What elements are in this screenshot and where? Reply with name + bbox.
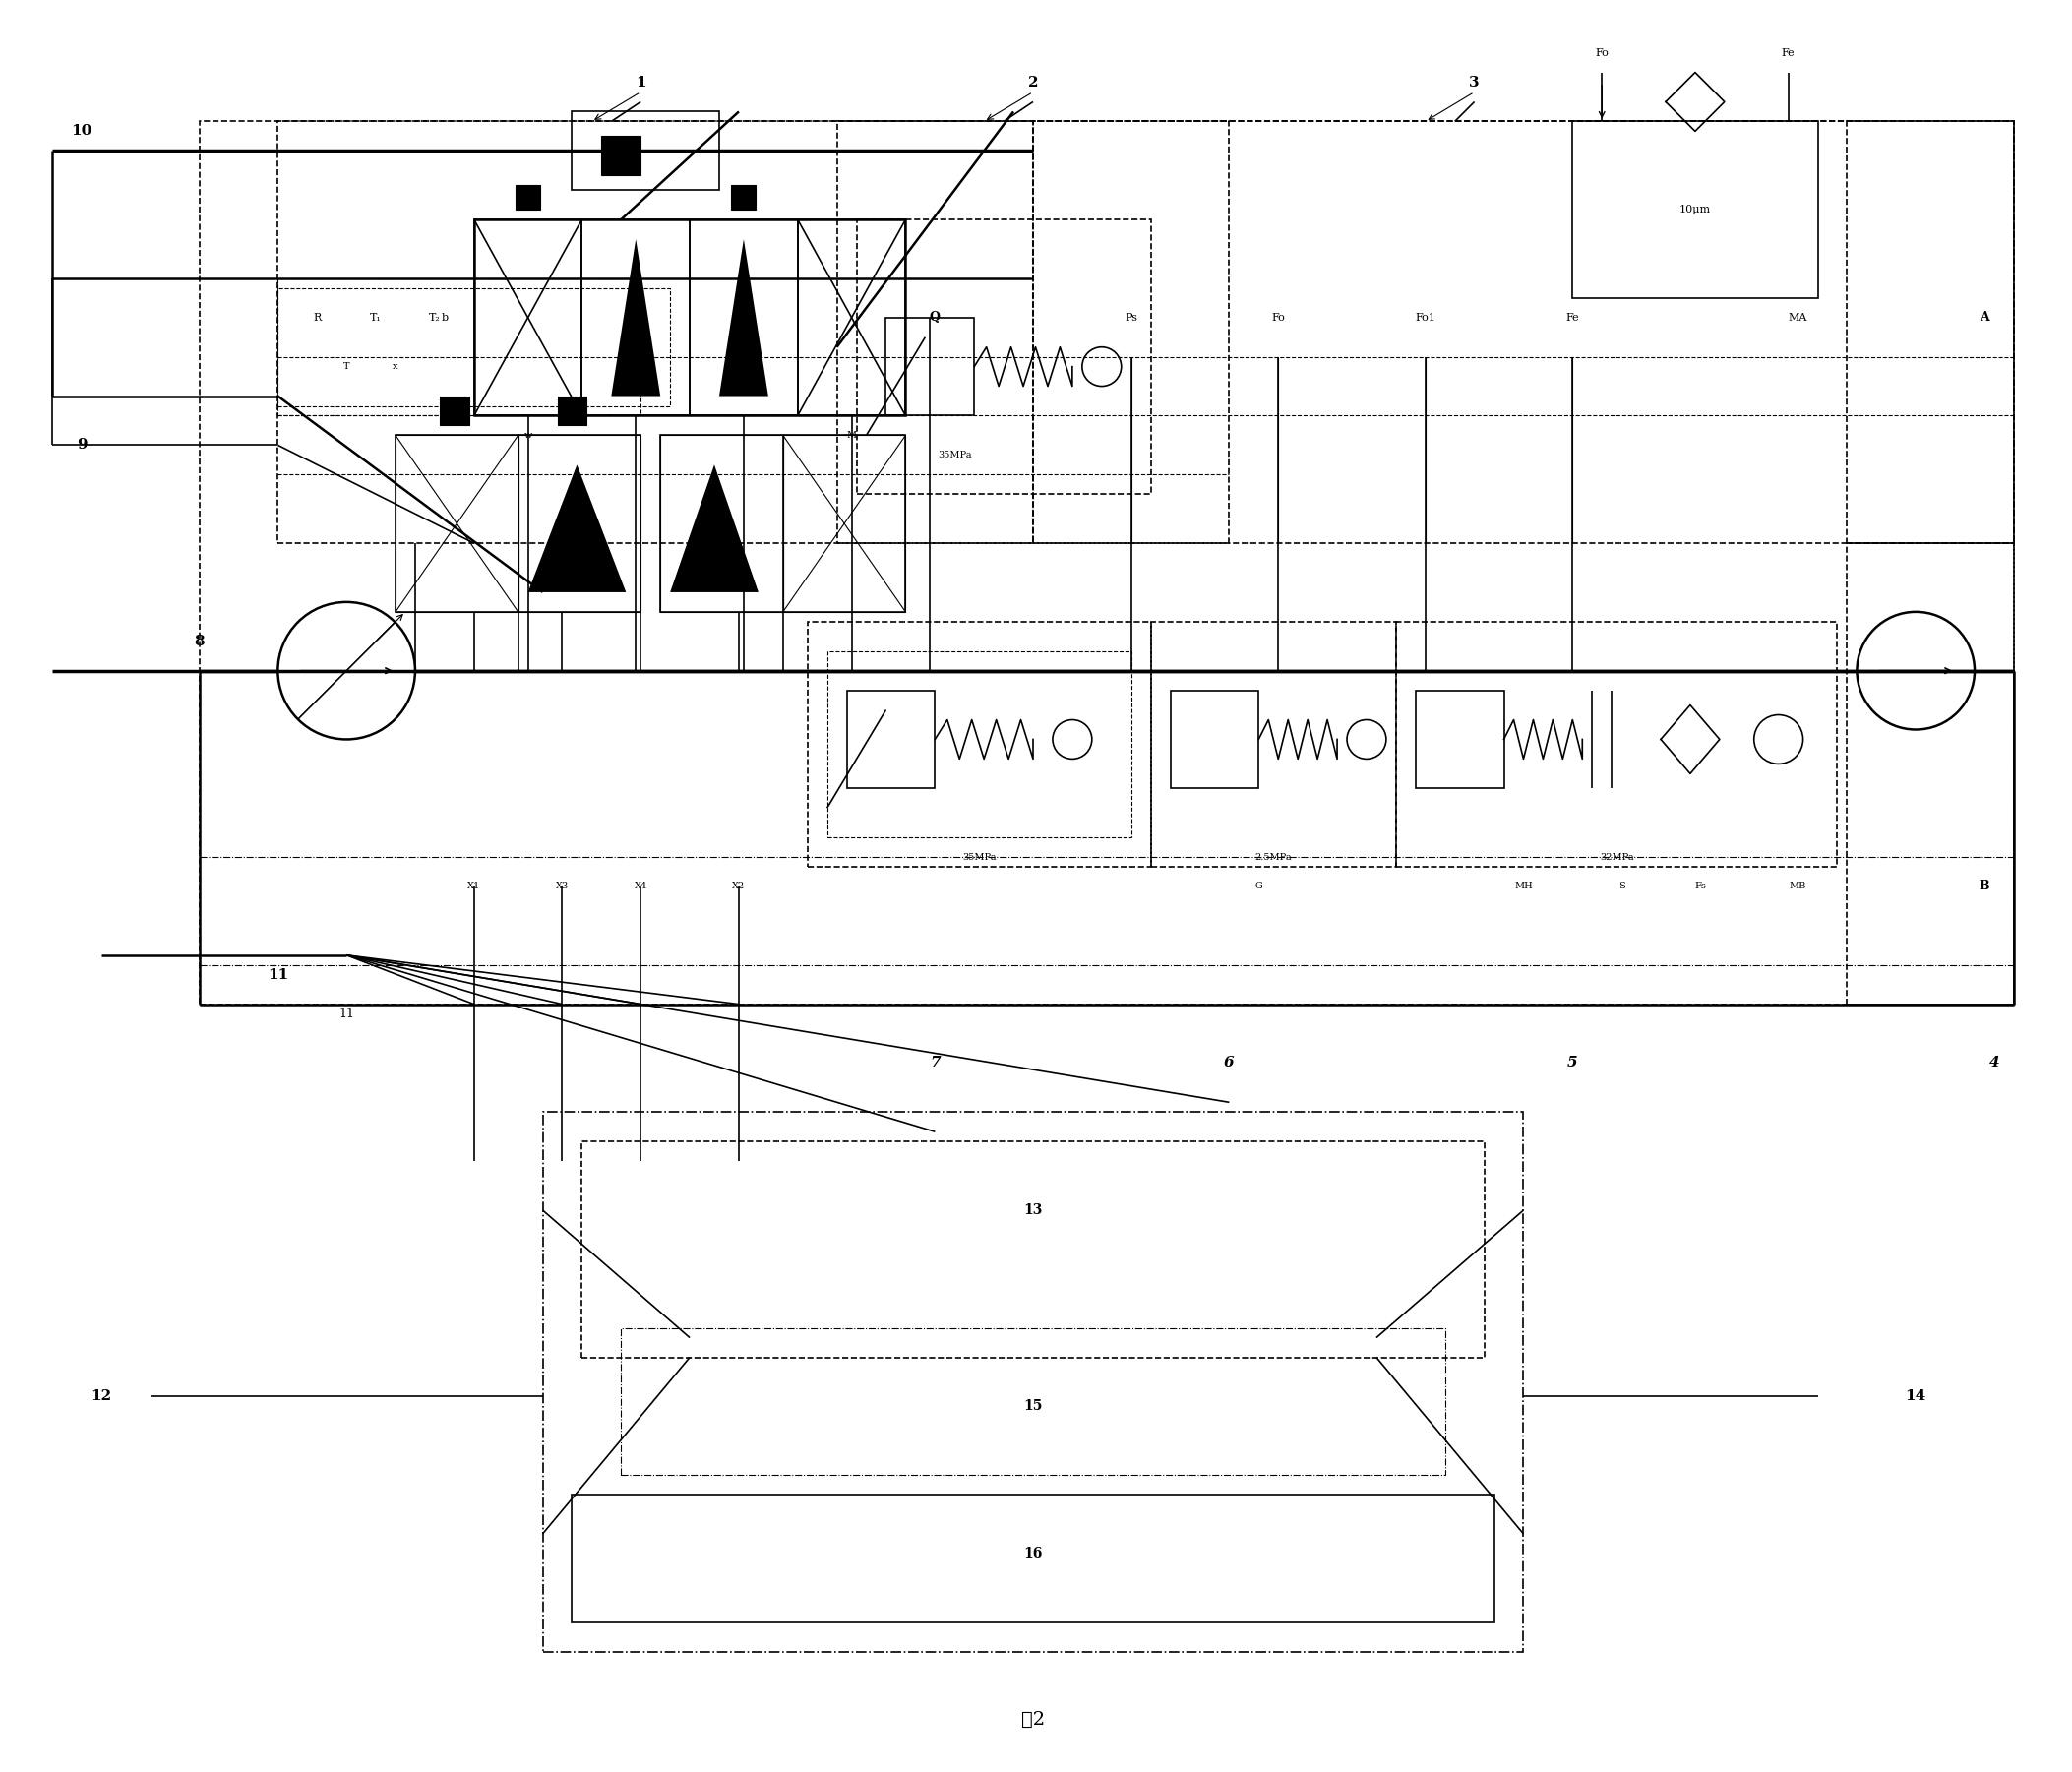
Polygon shape xyxy=(528,464,626,592)
Text: Fo: Fo xyxy=(1272,312,1285,323)
Bar xyxy=(690,220,798,416)
Text: 12: 12 xyxy=(91,1389,112,1403)
Bar xyxy=(278,278,640,416)
Text: Fe: Fe xyxy=(1566,312,1579,323)
Text: Fs: Fs xyxy=(1695,882,1705,891)
Polygon shape xyxy=(611,239,661,397)
Text: w: w xyxy=(524,431,533,439)
Text: T: T xyxy=(344,361,350,370)
Text: X3: X3 xyxy=(555,882,570,891)
Text: M: M xyxy=(847,431,856,439)
Bar xyxy=(439,397,468,425)
Text: 3: 3 xyxy=(1469,74,1479,89)
Text: 5: 5 xyxy=(1566,1056,1577,1070)
Bar xyxy=(582,1141,1484,1357)
Text: R: R xyxy=(313,312,321,323)
Text: T₂: T₂ xyxy=(429,312,441,323)
Text: G: G xyxy=(1256,882,1262,891)
Text: B: B xyxy=(1979,881,1989,893)
Text: 10μm: 10μm xyxy=(1678,206,1711,214)
Bar xyxy=(396,436,518,611)
Text: 8: 8 xyxy=(195,634,205,649)
Bar xyxy=(601,136,640,175)
Bar xyxy=(856,220,1150,494)
Bar xyxy=(837,122,1229,544)
Bar xyxy=(731,184,756,209)
Text: 4: 4 xyxy=(1989,1056,1999,1070)
Text: 9: 9 xyxy=(77,438,87,452)
Text: 11: 11 xyxy=(267,968,288,982)
Bar xyxy=(808,622,1150,867)
Bar xyxy=(661,436,783,611)
Bar xyxy=(572,1494,1494,1621)
Bar xyxy=(1415,691,1504,789)
Bar xyxy=(199,122,2014,1005)
Text: 6: 6 xyxy=(1225,1056,1235,1070)
Bar xyxy=(278,122,1034,544)
Text: Fo: Fo xyxy=(1595,48,1608,58)
Bar xyxy=(1150,622,1397,867)
Bar xyxy=(543,1113,1523,1652)
Text: 10: 10 xyxy=(70,124,91,138)
Bar xyxy=(827,650,1131,838)
Text: 15: 15 xyxy=(1024,1400,1042,1414)
Text: b: b xyxy=(441,312,448,323)
Text: 32MPa: 32MPa xyxy=(1600,852,1633,861)
Text: Ps: Ps xyxy=(1125,312,1138,323)
Text: MA: MA xyxy=(1788,312,1807,323)
Bar xyxy=(661,436,905,611)
Text: 35MPa: 35MPa xyxy=(939,450,972,459)
Text: 图2: 图2 xyxy=(1021,1712,1044,1729)
Bar xyxy=(847,691,934,789)
Bar xyxy=(557,397,586,425)
Text: 16: 16 xyxy=(1024,1547,1042,1561)
Bar xyxy=(1846,544,2014,1005)
Bar xyxy=(622,1327,1444,1474)
Bar xyxy=(1573,122,1817,298)
Text: 35MPa: 35MPa xyxy=(961,852,997,861)
Text: 2.5MPa: 2.5MPa xyxy=(1256,852,1291,861)
Bar xyxy=(798,220,905,416)
Text: 13: 13 xyxy=(1024,1203,1042,1217)
Bar xyxy=(474,220,582,416)
Text: MB: MB xyxy=(1790,882,1807,891)
Text: A: A xyxy=(1979,312,1989,324)
Text: MH: MH xyxy=(1515,882,1533,891)
Text: S: S xyxy=(1618,882,1624,891)
Text: 11: 11 xyxy=(338,1008,354,1021)
Text: T₁: T₁ xyxy=(371,312,381,323)
Bar xyxy=(572,112,719,190)
Bar xyxy=(396,436,640,611)
Text: x: x xyxy=(394,361,398,370)
Text: X4: X4 xyxy=(634,882,646,891)
Polygon shape xyxy=(719,239,769,397)
Text: Fo1: Fo1 xyxy=(1415,312,1436,323)
Bar xyxy=(783,436,905,611)
Text: 1: 1 xyxy=(636,74,646,89)
Text: 14: 14 xyxy=(1906,1389,1927,1403)
Bar xyxy=(518,436,640,611)
Bar xyxy=(516,184,541,209)
Text: 2: 2 xyxy=(1028,74,1038,89)
Text: 7: 7 xyxy=(930,1056,941,1070)
Bar xyxy=(1397,622,1838,867)
Polygon shape xyxy=(669,464,758,592)
Bar xyxy=(582,220,690,416)
Bar xyxy=(278,289,669,406)
Text: Q: Q xyxy=(930,312,941,324)
Bar xyxy=(1846,122,2014,544)
Bar xyxy=(887,317,974,416)
Text: X1: X1 xyxy=(468,882,481,891)
Bar xyxy=(1171,691,1258,789)
Text: Fe: Fe xyxy=(1782,48,1794,58)
Bar xyxy=(474,220,905,416)
Bar xyxy=(1034,122,2014,544)
Text: X2: X2 xyxy=(731,882,746,891)
